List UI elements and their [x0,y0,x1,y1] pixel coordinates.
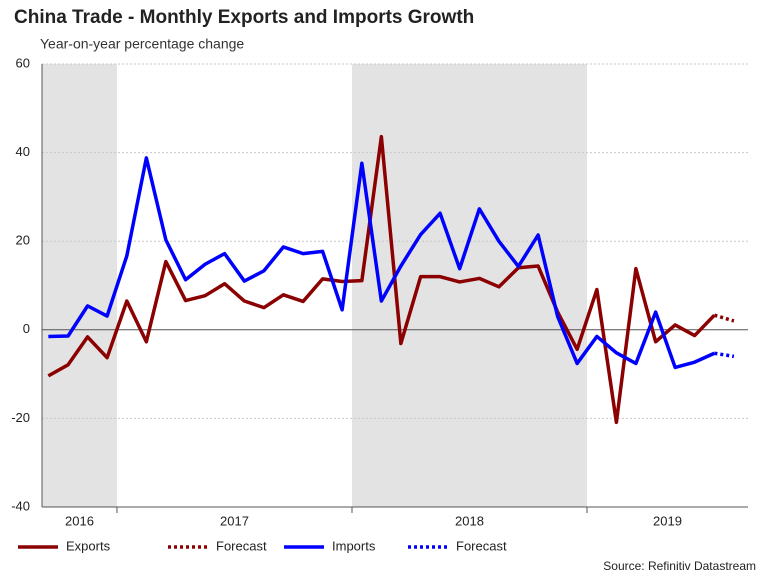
legend-label: Forecast [216,538,267,553]
legend-label: Imports [332,538,376,553]
series-line [48,156,716,370]
x-tick-label: 2019 [653,513,682,528]
y-tick-label: 20 [16,233,30,248]
chart-subtitle: Year-on-year percentage change [40,36,244,52]
y-tick-label: 60 [16,55,30,70]
legend-label: Forecast [456,538,507,553]
y-tick-label: 0 [23,321,30,336]
x-tick-label: 2016 [65,513,94,528]
source: Source: Refinitiv Datastream [603,559,756,573]
series-line [714,351,735,359]
chart-title: China Trade - Monthly Exports and Import… [14,7,474,28]
year-band [42,64,117,507]
series-line [47,134,716,425]
x-tick-label: 2018 [455,513,484,528]
y-tick-label: -20 [11,410,30,425]
series-line [713,313,735,323]
y-tick-label: 40 [16,144,30,159]
y-tick-label: -40 [11,498,30,513]
legend-label: Exports [66,538,111,553]
x-tick-label: 2017 [220,513,249,528]
